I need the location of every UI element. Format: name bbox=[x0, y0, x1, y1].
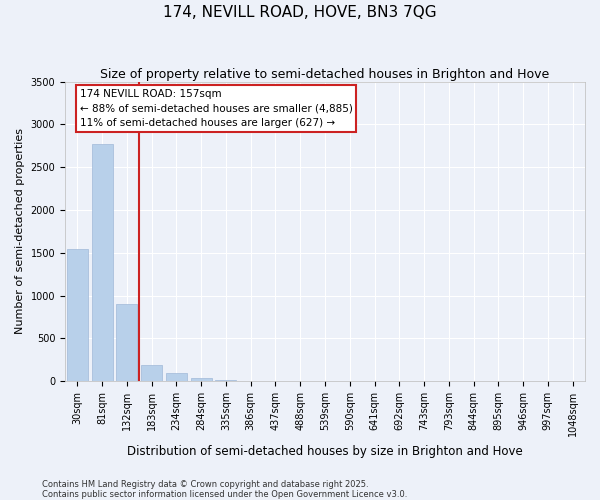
Bar bbox=[166, 374, 187, 381]
Bar bbox=[215, 380, 236, 381]
Bar bbox=[67, 250, 88, 381]
X-axis label: Distribution of semi-detached houses by size in Brighton and Hove: Distribution of semi-detached houses by … bbox=[127, 444, 523, 458]
Y-axis label: Number of semi-detached properties: Number of semi-detached properties bbox=[15, 128, 25, 334]
Bar bbox=[116, 304, 137, 381]
Text: 174 NEVILL ROAD: 157sqm
← 88% of semi-detached houses are smaller (4,885)
11% of: 174 NEVILL ROAD: 157sqm ← 88% of semi-de… bbox=[80, 88, 353, 128]
Bar bbox=[92, 144, 113, 381]
Bar bbox=[141, 366, 162, 381]
Text: Contains HM Land Registry data © Crown copyright and database right 2025.
Contai: Contains HM Land Registry data © Crown c… bbox=[42, 480, 407, 499]
Bar bbox=[191, 378, 212, 381]
Title: Size of property relative to semi-detached houses in Brighton and Hove: Size of property relative to semi-detach… bbox=[100, 68, 550, 80]
Text: 174, NEVILL ROAD, HOVE, BN3 7QG: 174, NEVILL ROAD, HOVE, BN3 7QG bbox=[163, 5, 437, 20]
